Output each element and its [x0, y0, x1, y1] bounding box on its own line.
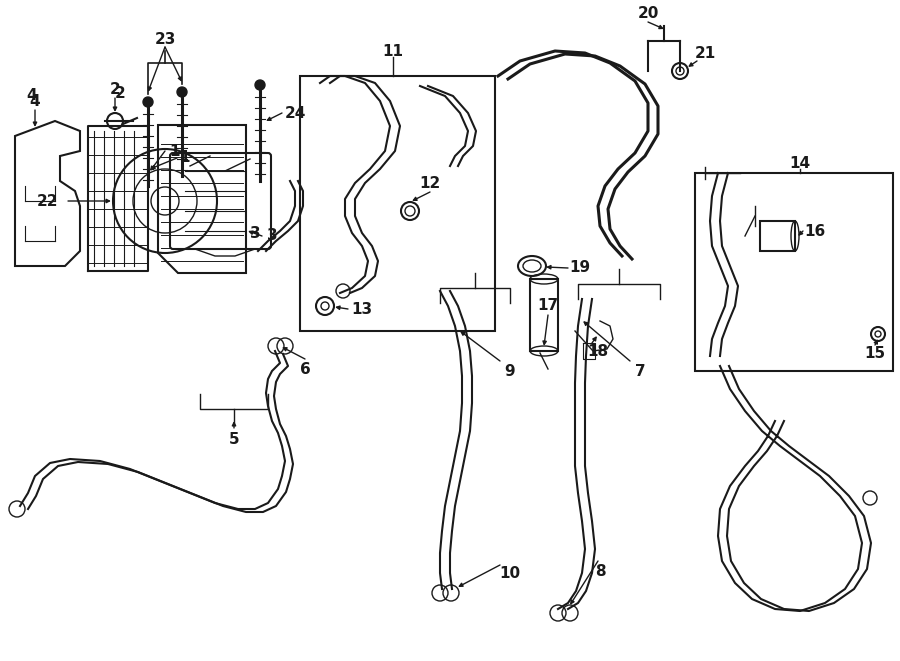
Text: 8: 8: [595, 563, 606, 578]
Text: 12: 12: [419, 176, 441, 190]
Text: 7: 7: [634, 364, 645, 379]
Text: 18: 18: [588, 344, 608, 358]
Text: 4: 4: [30, 93, 40, 108]
Bar: [760, 221, 795, 251]
Text: 5: 5: [229, 432, 239, 446]
Text: 21: 21: [695, 46, 716, 61]
Text: 22: 22: [37, 194, 58, 208]
Text: 9: 9: [505, 364, 516, 379]
Text: 2: 2: [110, 81, 121, 97]
Text: 23: 23: [154, 32, 176, 46]
Text: 19: 19: [570, 260, 590, 276]
Text: 16: 16: [805, 223, 825, 239]
Text: 6: 6: [300, 362, 310, 377]
Circle shape: [143, 97, 153, 107]
Bar: [300, 76, 495, 331]
Text: 3: 3: [249, 225, 260, 241]
Text: 20: 20: [637, 5, 659, 20]
Circle shape: [177, 87, 187, 97]
Text: 3: 3: [266, 229, 277, 243]
Text: 17: 17: [537, 299, 559, 313]
Circle shape: [255, 80, 265, 90]
Text: 1: 1: [180, 151, 190, 165]
Text: 2: 2: [114, 85, 125, 100]
Text: 11: 11: [382, 44, 403, 59]
Text: 10: 10: [500, 566, 520, 580]
Text: 1: 1: [170, 143, 180, 159]
Bar: [530, 279, 558, 351]
Text: 24: 24: [284, 106, 306, 120]
Text: 15: 15: [864, 346, 886, 360]
Text: 14: 14: [789, 155, 811, 171]
Text: 13: 13: [351, 301, 373, 317]
Bar: [695, 173, 893, 371]
Text: 4: 4: [27, 89, 37, 104]
